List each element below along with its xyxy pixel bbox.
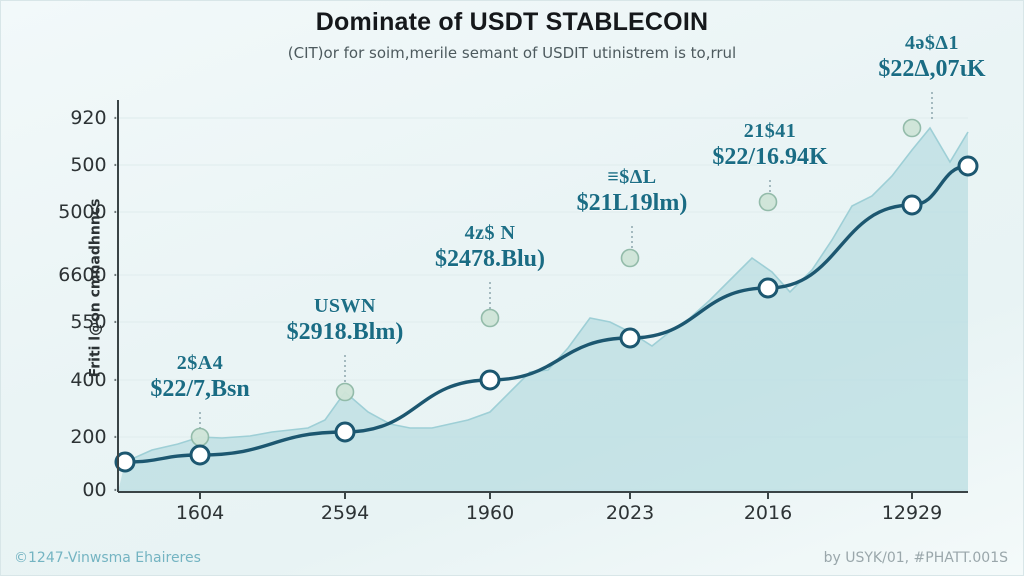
annotation-label: 4z$ N xyxy=(464,222,516,244)
trend-data-point[interactable] xyxy=(619,327,641,349)
annotation-value: $2918.Blm) xyxy=(286,319,404,345)
area-data-point[interactable] xyxy=(335,382,355,402)
area-data-point[interactable] xyxy=(480,308,500,328)
data-point-annotation: ≡$ΔL $21L19lm) xyxy=(577,166,688,217)
page-title: Dominate of USDT STABLECOIN xyxy=(315,8,709,36)
title-block: Dominate of USDT STABLECOIN (CIT)or for … xyxy=(0,8,1024,62)
annotation-value: $21L19lm) xyxy=(576,190,688,216)
trend-data-point[interactable] xyxy=(957,155,979,177)
trend-data-point[interactable] xyxy=(757,277,779,299)
x-axis-tick-label: 2016 xyxy=(743,502,793,524)
annotation-label: 2$A4 xyxy=(176,352,224,374)
y-axis-tick-label: 400 · xyxy=(70,369,118,391)
y-axis-tick-layer: 920 · 500 · 5000 · 6600 · 550 · 400 · 200 · 00 · xyxy=(36,0,118,576)
y-axis-tick-label: 5000 · xyxy=(58,201,118,223)
trend-data-point[interactable] xyxy=(189,444,211,466)
y-axis-tick-label: 550 · xyxy=(70,311,118,333)
y-axis-tick-label: 6600 · xyxy=(58,264,118,286)
annotation-label: 21$41 xyxy=(743,120,797,142)
data-point-annotation: 2$A4 $22/7,Bsn xyxy=(150,352,249,403)
x-axis-tick-label: 2594 xyxy=(320,502,370,524)
annotation-value: $22/16.94K xyxy=(712,144,828,170)
area-fill xyxy=(118,128,968,492)
data-point-annotation: USWN $2918.Blm) xyxy=(287,295,404,346)
x-axis-tick-label: 1604 xyxy=(175,502,225,524)
x-axis-tick-label: 12929 xyxy=(881,502,943,524)
annotation-label: ≡$ΔL xyxy=(607,166,657,188)
x-axis-tick-label: 1960 xyxy=(465,502,515,524)
area-data-point[interactable] xyxy=(190,427,210,447)
footer-right-text: by USYK/01, #PHATT.001S xyxy=(823,550,1008,566)
trend-line xyxy=(123,164,970,464)
trend-data-point[interactable] xyxy=(479,369,501,391)
data-point-annotation: 21$41 $22/16.94K xyxy=(712,120,827,171)
trend-data-point[interactable] xyxy=(901,194,923,216)
area-data-point[interactable] xyxy=(758,192,778,212)
y-axis-tick-label: 920 · xyxy=(70,107,118,129)
area-data-point[interactable] xyxy=(620,248,640,268)
footer-left-text: ©1247-Vinwsma Ehaireres xyxy=(14,550,201,566)
y-axis-tick-label: 200 · xyxy=(70,426,118,448)
data-point-annotation: 4ə$Δ1 $22Δ,07ιK xyxy=(878,32,985,83)
area-data-point[interactable] xyxy=(902,118,922,138)
annotation-label: 4ə$Δ1 xyxy=(905,32,959,54)
annotation-label: USWN xyxy=(313,295,377,317)
y-axis-tick-label: 500 · xyxy=(70,154,118,176)
annotation-value: $22Δ,07ιK xyxy=(878,56,986,82)
chart-subtitle: (CIT)or for soim,merile semant of USDIT … xyxy=(287,44,737,62)
y-axis-tick-label: 00 · xyxy=(82,479,118,501)
annotation-value: $22/7,Bsn xyxy=(150,376,250,402)
x-axis-tick-label: 2023 xyxy=(605,502,655,524)
data-point-annotation: 4z$ N $2478.Blu) xyxy=(435,222,545,273)
annotation-value: $2478.Blu) xyxy=(434,246,546,272)
trend-data-point[interactable] xyxy=(334,421,356,443)
trend-data-point[interactable] xyxy=(114,451,136,473)
